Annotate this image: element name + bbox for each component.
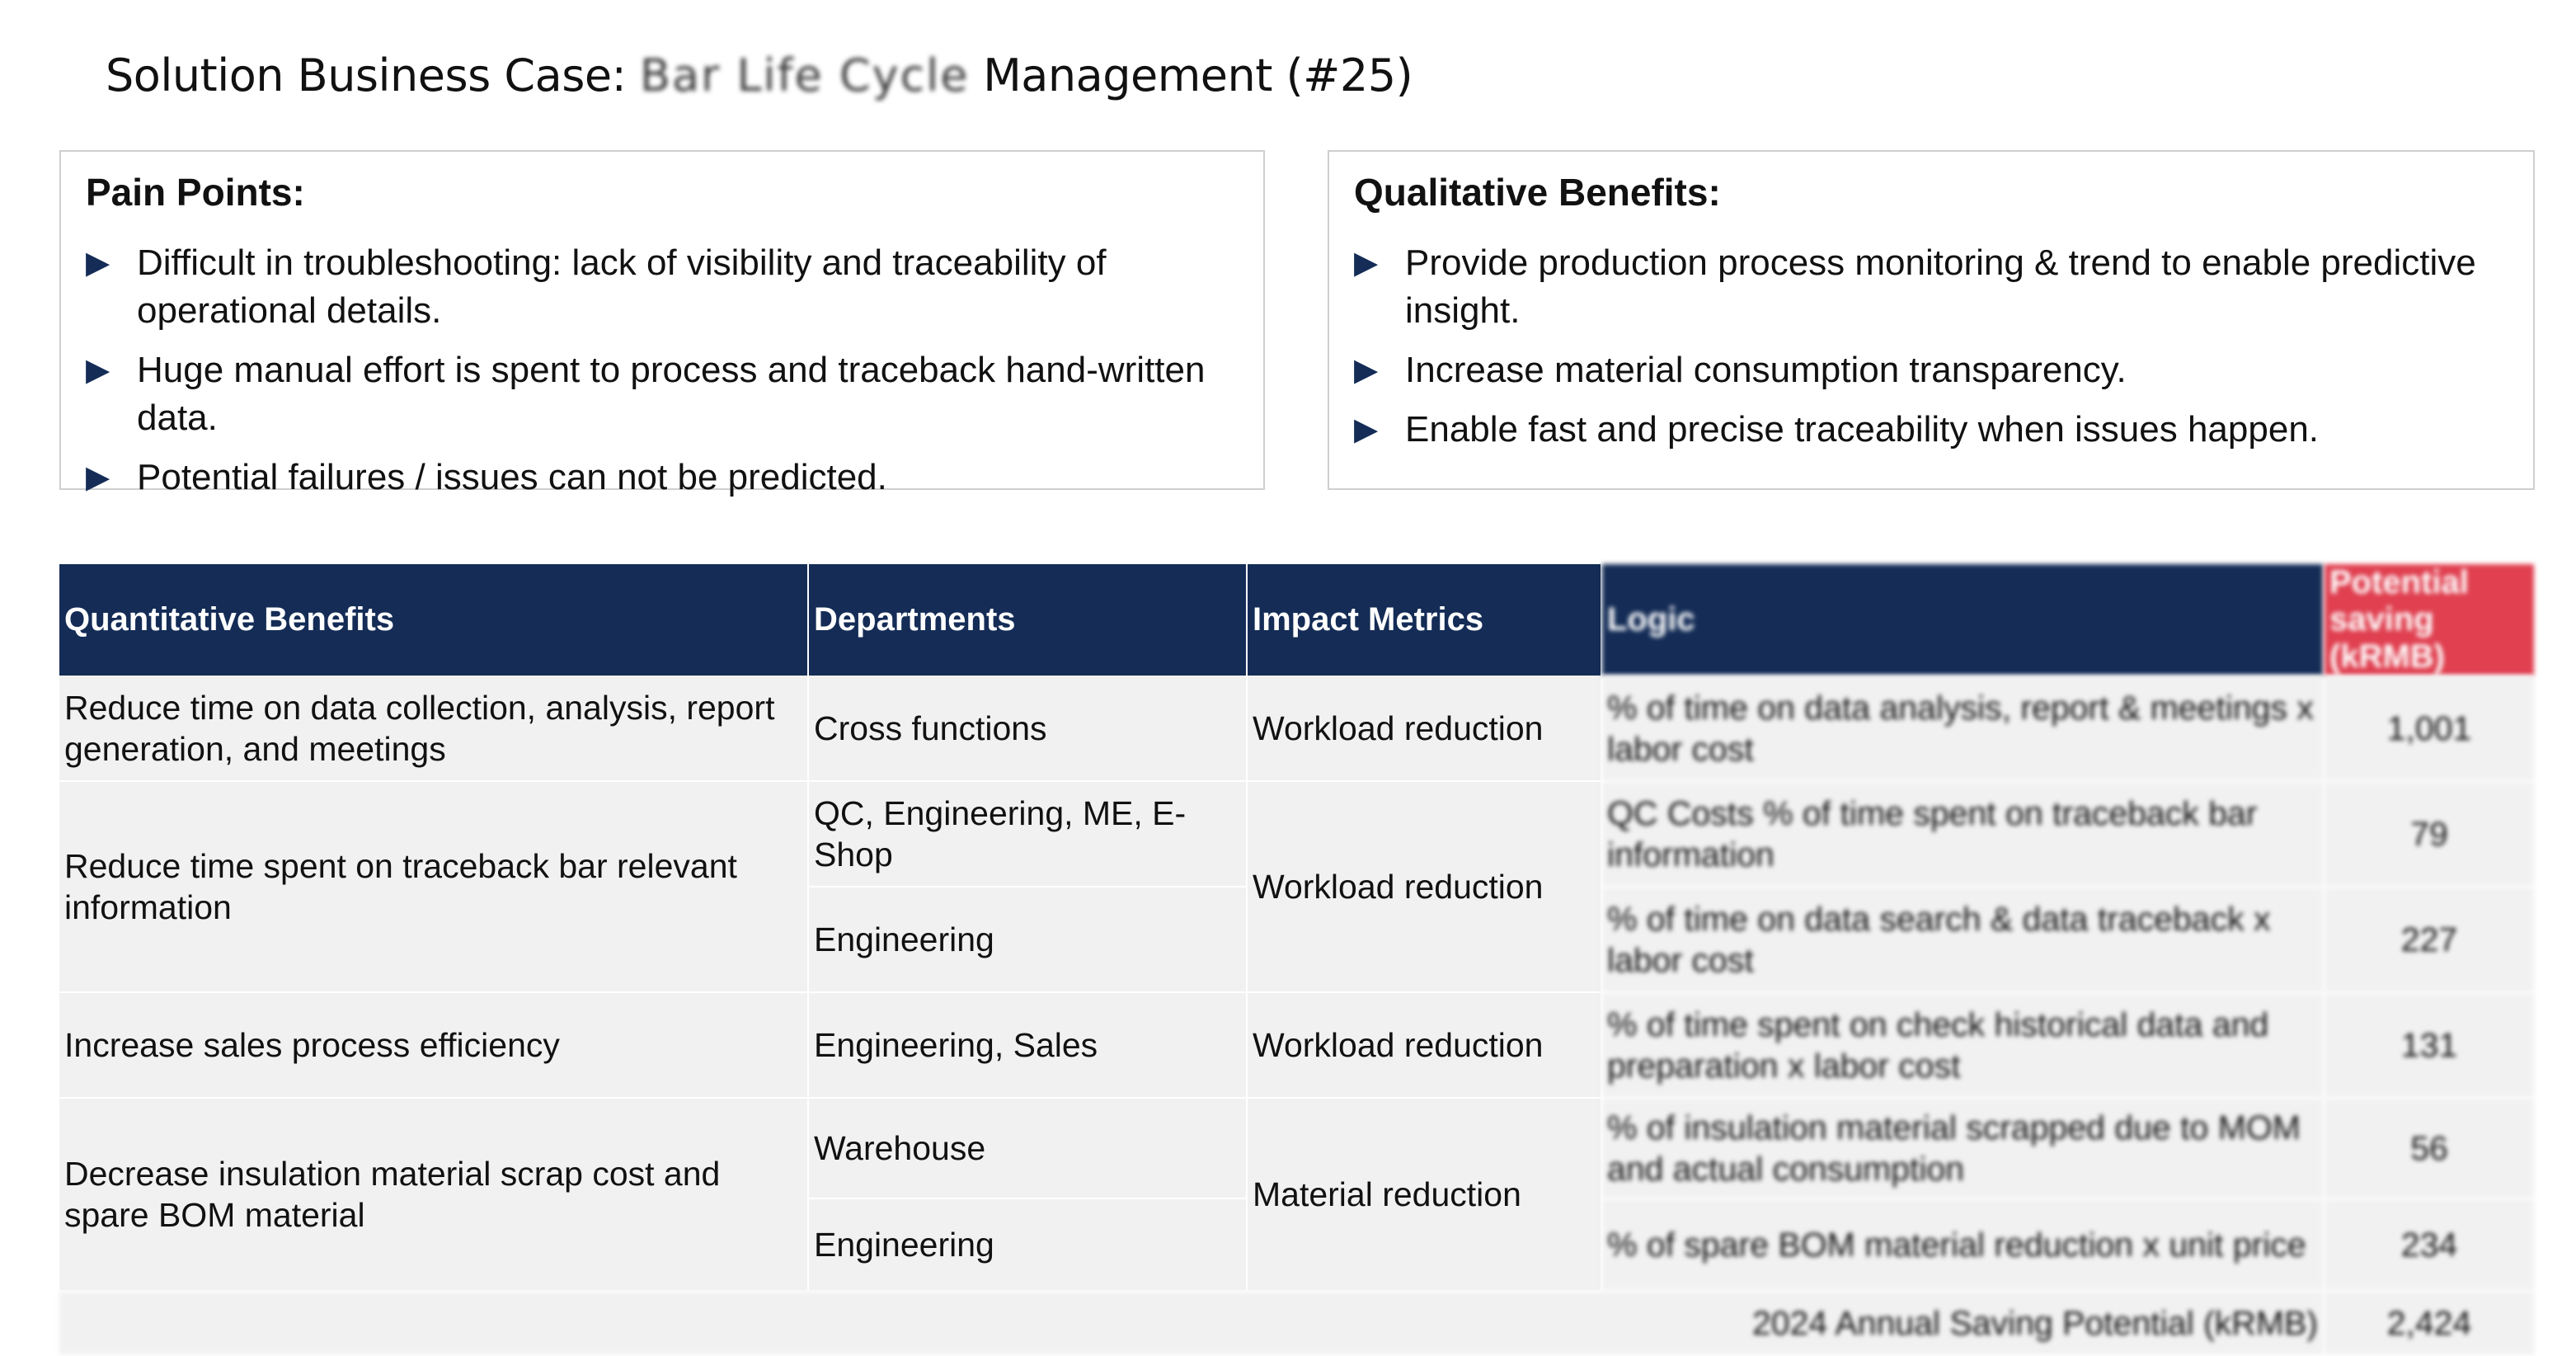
benefit-cell: Reduce time on data collection, analysis… (59, 676, 809, 782)
department-cell: Engineering, Sales (808, 992, 1248, 1099)
header-departments: Departments (808, 564, 1248, 676)
table-row: Decrease insulation material scrap cost … (59, 1098, 2536, 1292)
metric-cell: Material reduction (1247, 1098, 1602, 1292)
triangle-right-icon: ▶ (86, 460, 110, 495)
logic-cell: QC Costs % of time spent on traceback ba… (1601, 781, 2325, 888)
logic-cell: % of time on data analysis, report & mee… (1601, 676, 2325, 782)
pain-points-list: ▶ Difficult in troubleshooting: lack of v… (86, 239, 1247, 513)
saving-cell: 56 (2324, 1098, 2536, 1199)
department-cell: Engineering (808, 1198, 1248, 1292)
qualitative-benefit-item: ▶ Provide production process monitoring &… (1354, 239, 2517, 335)
department-cell: QC, Engineering, ME, E-Shop (808, 781, 1248, 888)
saving-cell: 1,001 (2324, 676, 2536, 782)
triangle-right-icon: ▶ (1354, 412, 1379, 447)
pain-point-item: ▶ Huge manual effort is spent to process … (86, 346, 1247, 442)
total-value: 2,424 (2324, 1291, 2536, 1356)
logic-cell: % of insulation material scrapped due to… (1601, 1098, 2325, 1199)
table-row: Reduce time on data collection, analysis… (59, 676, 2536, 782)
qualitative-benefit-item: ▶ Increase material consumption transpare… (1354, 346, 2517, 394)
page-title: Solution Business Case: Bar Life Cycle M… (106, 49, 1413, 101)
benefit-cell: Decrease insulation material scrap cost … (59, 1098, 809, 1292)
qualitative-benefits-list: ▶ Provide production process monitoring &… (1354, 239, 2517, 465)
benefit-cell: Increase sales process efficiency (59, 992, 809, 1099)
benefit-cell: Reduce time spent on traceback bar relev… (59, 781, 809, 993)
pain-points-heading: Pain Points: (86, 171, 305, 214)
qualitative-benefit-item: ▶ Enable fast and precise traceability wh… (1354, 406, 2517, 454)
metric-cell: Workload reduction (1247, 676, 1602, 782)
logic-cell: % of time spent on check historical data… (1601, 992, 2325, 1099)
table-row: Reduce time spent on traceback bar relev… (59, 781, 2536, 993)
triangle-right-icon: ▶ (1354, 353, 1379, 388)
qualitative-benefits-panel: Qualitative Benefits: ▶ Provide productio… (1328, 150, 2535, 490)
total-label: 2024 Annual Saving Potential (kRMB) (59, 1291, 2325, 1356)
table-row: Engineering % of time on data search & d… (59, 887, 2536, 993)
saving-cell: 79 (2324, 781, 2536, 888)
triangle-right-icon: ▶ (86, 246, 110, 280)
metric-cell: Workload reduction (1247, 781, 1602, 993)
table-header-row: Quantitative Benefits Departments Impact… (59, 564, 2536, 676)
department-cell: Warehouse (808, 1098, 1248, 1199)
header-impact-metrics: Impact Metrics (1247, 564, 1602, 676)
triangle-right-icon: ▶ (86, 353, 110, 388)
pain-point-item: ▶ Difficult in troubleshooting: lack of v… (86, 239, 1247, 335)
table-row: Increase sales process efficiency Engine… (59, 992, 2536, 1099)
logic-cell: % of time on data search & data tracebac… (1601, 887, 2325, 993)
pain-point-item: ▶ Potential failures / issues can not be … (86, 454, 1247, 501)
qualitative-benefits-heading: Qualitative Benefits: (1354, 171, 1721, 214)
header-potential-saving: Potential saving (kRMB) (2324, 564, 2536, 676)
pain-points-panel: Pain Points: ▶ Difficult in troubleshooti… (59, 150, 1265, 497)
triangle-right-icon: ▶ (1354, 246, 1379, 280)
obscured-title-text: Bar Life Cycle (639, 49, 970, 101)
department-cell: Engineering (808, 887, 1248, 993)
saving-cell: 227 (2324, 887, 2536, 993)
saving-cell: 234 (2324, 1198, 2536, 1292)
saving-cell: 131 (2324, 992, 2536, 1099)
department-cell: Cross functions (808, 676, 1248, 782)
metric-cell: Workload reduction (1247, 992, 1602, 1099)
header-logic: Logic (1601, 564, 2325, 676)
header-quantitative-benefits: Quantitative Benefits (59, 564, 809, 676)
table-row: Engineering % of spare BOM material redu… (59, 1198, 2536, 1292)
quantitative-benefits-table: Quantitative Benefits Departments Impact… (59, 564, 2536, 1356)
total-row: 2024 Annual Saving Potential (kRMB) 2,42… (59, 1291, 2536, 1356)
logic-cell: % of spare BOM material reduction x unit… (1601, 1198, 2325, 1292)
